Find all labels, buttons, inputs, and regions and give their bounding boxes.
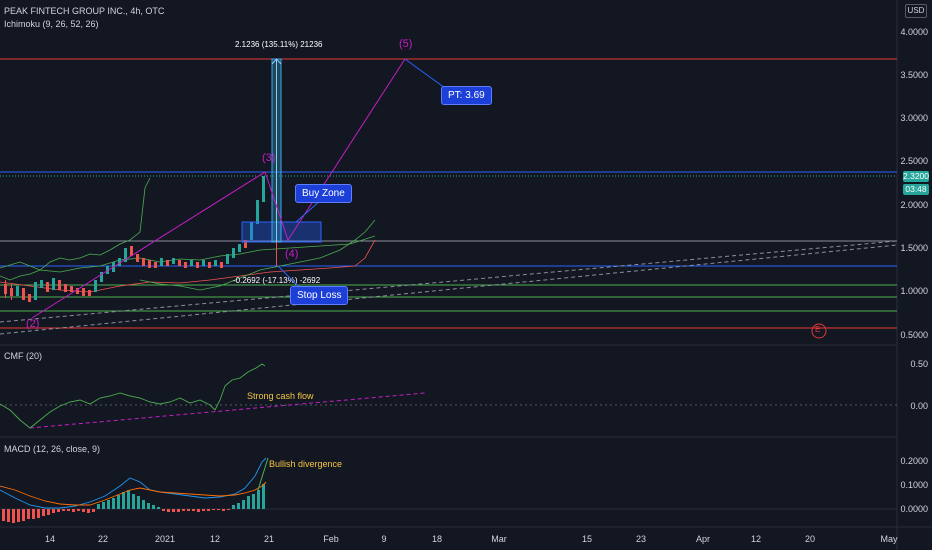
price-axis-label: 1.5000: [900, 243, 928, 253]
price-axis-label: 1.0000: [900, 286, 928, 296]
wave-label-5: (5): [399, 38, 413, 50]
divergence-line: [257, 457, 269, 491]
cmf-axis-label: 0.00: [910, 401, 928, 411]
time-axis-label: Apr: [695, 534, 711, 544]
trend-line-lower: [0, 244, 898, 335]
time-axis-label: 12: [209, 534, 221, 544]
time-axis-label: 18: [431, 534, 443, 544]
time-axis-label: 2021: [154, 534, 176, 544]
measure-label-bottom: -0.2692 (-17.13%) -2692: [233, 276, 321, 285]
time-axis-label: 12: [750, 534, 762, 544]
price-candles: [4, 176, 265, 302]
measure-label-top: 2.1236 (135.11%) 21236: [235, 40, 323, 49]
time-axis-label: 14: [44, 534, 56, 544]
price-target-callout[interactable]: PT: 3.69: [441, 86, 492, 105]
ichimoku-lagging-span-2: [139, 219, 376, 291]
time-axis-label: Mar: [491, 534, 507, 544]
wave-label-2: (2): [26, 318, 40, 330]
price-axis-label: 4.0000: [900, 27, 928, 37]
trend-line-upper: [0, 240, 898, 323]
price-axis-label: 3.5000: [900, 70, 928, 80]
macd-annotation: Bullish divergence: [269, 459, 343, 469]
earnings-marker: [811, 323, 827, 339]
stop-loss-callout[interactable]: Stop Loss: [290, 286, 349, 305]
cmf-label[interactable]: CMF (20): [4, 351, 42, 361]
price-axis-label: 2.5000: [900, 156, 928, 166]
macd-signal-line: [0, 481, 267, 506]
ichimoku-lagging-span: [0, 177, 151, 281]
time-axis-label: 9: [381, 534, 387, 544]
macd-axis-label: 0.0000: [900, 504, 928, 514]
wave-label-4: (4): [285, 248, 299, 260]
macd-label[interactable]: MACD (12, 26, close, 9): [4, 444, 101, 454]
currency-badge[interactable]: USD: [905, 4, 927, 18]
macd-line: [0, 457, 267, 509]
earnings-label[interactable]: E: [815, 325, 821, 334]
macd-axis-label: 0.1000: [900, 480, 928, 490]
price-axis-label: 3.0000: [900, 113, 928, 123]
cmf-trend-line: [29, 392, 426, 429]
elliott-wave-path: [31, 58, 406, 319]
time-axis-label: 15: [581, 534, 593, 544]
time-axis-label: Feb: [323, 534, 339, 544]
price-axis-label: 2.0000: [900, 200, 928, 210]
ichimoku-label[interactable]: Ichimoku (9, 26, 52, 26): [4, 19, 99, 29]
cmf-annotation: Strong cash flow: [247, 391, 314, 401]
macd-histogram: [2, 484, 265, 523]
bar-countdown-tag: 03:48: [903, 184, 929, 195]
time-axis-label: 22: [97, 534, 109, 544]
time-axis-label: 23: [635, 534, 647, 544]
buy-zone-callout[interactable]: Buy Zone: [295, 184, 352, 203]
current-price-tag: 2.3200: [903, 171, 929, 182]
ichimoku-cloud-upper: [0, 235, 376, 273]
macd-axis-label: 0.2000: [900, 456, 928, 466]
wave-label-3: (3): [262, 152, 276, 164]
time-axis-label: May: [880, 534, 898, 544]
cmf-line: [0, 363, 266, 429]
symbol-title[interactable]: PEAK FINTECH GROUP INC., 4h, OTC: [4, 6, 165, 16]
price-axis-label: 0.5000: [900, 330, 928, 340]
time-axis-label: 21: [263, 534, 275, 544]
cmf-axis-label: 0.50: [910, 359, 928, 369]
time-axis-label: 20: [804, 534, 816, 544]
